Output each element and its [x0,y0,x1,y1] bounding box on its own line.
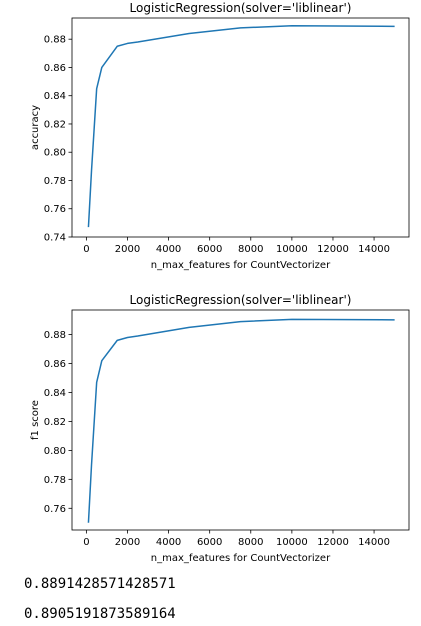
chart1-xtick-label: 4000 [156,244,181,255]
chart2-xtick-label: 2000 [115,537,140,548]
chart2-xtick-label: 12000 [317,537,349,548]
chart1-ytick-label: 0.86 [44,63,66,74]
chart2-xtick-label: 8000 [238,537,263,548]
chart2-series-line-1 [87,318,395,523]
chart2-ytick-label: 0.88 [44,330,66,341]
chart1-ytick-label: 0.88 [44,35,66,46]
chart1-xlabel: n_max_features for CountVectorizer [151,260,331,271]
chart2-ytick-label: 0.80 [44,446,66,457]
chart2-ytick-label: 0.84 [44,388,66,399]
chart1-xtick-label: 10000 [276,244,308,255]
chart2-ytick-label: 0.78 [44,475,66,486]
chart2-ytick-label: 0.76 [44,504,66,515]
chart1-xtick-label: 2000 [115,244,140,255]
chart2-xtick-label: 6000 [197,537,222,548]
chart1-ytick-label: 0.82 [44,119,66,130]
chart2-axes-frame [71,309,410,531]
chart1-ytick-label: 0.84 [44,91,66,102]
chart2-xtick-label: 4000 [156,537,181,548]
chart1-xtick-label: 12000 [317,244,349,255]
chart2-xtick-label: 0 [83,537,89,548]
output-f1-value: 0.8905191873589164 [24,606,176,622]
chart1-ytick-label: 0.74 [44,233,66,244]
chart2-xlabel: n_max_features for CountVectorizer [151,553,331,564]
chart1-xtick-label: 0 [83,244,89,255]
chart1-ytick-label: 0.80 [44,148,66,159]
chart1-ylabel: accuracy [30,105,41,150]
chart1-xtick-label: 6000 [197,244,222,255]
chart1-series-line-1 [87,25,395,228]
chart1-ytick-label: 0.78 [44,176,66,187]
chart2-xtick-label: 14000 [358,537,390,548]
output-accuracy-value: 0.8891428571428571 [24,576,176,592]
chart2-title: LogisticRegression(solver='liblinear') [130,293,352,307]
chart2-xtick-label: 10000 [276,537,308,548]
chart1-ytick-label: 0.76 [44,204,66,215]
chart2-ytick-label: 0.82 [44,417,66,428]
chart1-xtick-label: 8000 [238,244,263,255]
chart2-ylabel: f1 score [30,400,41,440]
chart1-title: LogisticRegression(solver='liblinear') [130,1,352,15]
chart1-xtick-label: 14000 [358,244,390,255]
chart1-axes-frame [71,17,410,238]
chart2-ytick-label: 0.86 [44,359,66,370]
